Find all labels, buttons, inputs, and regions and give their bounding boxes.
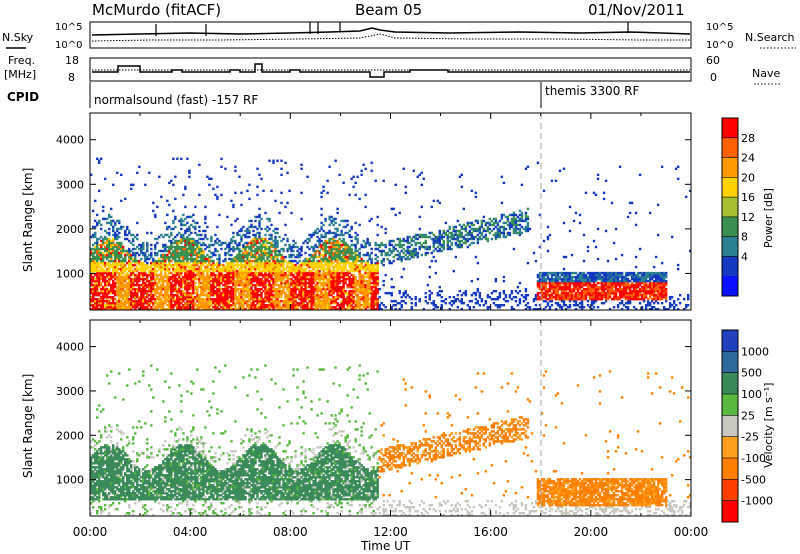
velocity-colorbar: 1000 500 100 25 -25 -100 -500 -1000 bbox=[721, 329, 773, 523]
y-tick-label: 1000 bbox=[56, 474, 84, 487]
colorbar-tick-label: -100 bbox=[741, 452, 766, 465]
nave-tick-top: 60 bbox=[706, 54, 720, 67]
colorbar-swatch bbox=[722, 458, 738, 480]
colorbar-tick-label: 1000 bbox=[741, 345, 769, 358]
velocity-panel: 1000 2000 3000 4000 bbox=[56, 319, 692, 517]
power-colorbar: 28 24 20 16 12 8 4 bbox=[721, 117, 755, 297]
time-xlabel: Time UT bbox=[360, 539, 411, 553]
x-tick-label: 08:00 bbox=[273, 525, 308, 539]
colorbar-tick-label: -500 bbox=[741, 473, 766, 486]
nsearch-tick-top: 10^5 bbox=[706, 22, 733, 33]
nsky-panel: N.Sky 10^5 10^0 10^5 10^0 N.Search bbox=[2, 21, 796, 51]
colorbar-tick-label: 25 bbox=[741, 409, 755, 422]
cpid-panel: CPID normalsound (fast) -157 RF themis 3… bbox=[7, 82, 639, 108]
cpid-label: CPID bbox=[7, 90, 39, 104]
x-tick-label: 16:00 bbox=[473, 525, 508, 539]
nave-tick-bottom: 0 bbox=[710, 71, 717, 84]
y-tick-label: 3000 bbox=[56, 385, 84, 398]
date-title: 01/Nov/2011 bbox=[588, 1, 685, 19]
power-ylabel: Slant Range [km] bbox=[21, 168, 35, 272]
freq-tick-bottom: 8 bbox=[68, 71, 75, 84]
x-tick-label: 04:00 bbox=[173, 525, 208, 539]
nsearch-label: N.Search bbox=[745, 31, 795, 44]
x-tick-label: 20:00 bbox=[574, 525, 609, 539]
x-tick-label: 00:00 bbox=[674, 525, 709, 539]
y-tick-label: 2000 bbox=[56, 429, 84, 442]
colorbar-swatch bbox=[722, 415, 738, 438]
nsky-tick-bottom: 10^0 bbox=[55, 40, 82, 51]
power-panel: 1000 2000 3000 4000 bbox=[56, 112, 692, 311]
freq-tick-top: 18 bbox=[65, 54, 79, 67]
colorbar-swatch bbox=[722, 372, 738, 395]
colorbar-tick-label: 20 bbox=[741, 171, 755, 184]
y-tick-label: 1000 bbox=[56, 267, 84, 280]
freq-trace bbox=[92, 63, 690, 78]
colorbar-tick-label: -1000 bbox=[741, 495, 773, 508]
colorbar-swatch bbox=[722, 256, 738, 277]
x-tick-label: 00:00 bbox=[73, 525, 108, 539]
colorbar-swatch bbox=[722, 479, 738, 502]
colorbar-tick-label: -25 bbox=[741, 431, 759, 444]
colorbar-tick-label: 24 bbox=[741, 152, 755, 165]
colorbar-swatch bbox=[722, 157, 738, 178]
colorbar-tick-label: 8 bbox=[741, 231, 748, 244]
colorbar-tick-label: 28 bbox=[741, 132, 755, 145]
colorbar-swatch bbox=[722, 177, 738, 198]
colorbar-swatch bbox=[722, 436, 738, 459]
colorbar-swatch bbox=[722, 216, 738, 238]
nsky-trace bbox=[91, 27, 691, 36]
freq-label-2: [MHz] bbox=[4, 68, 36, 81]
freq-panel: Freq. [MHz] 18 8 60 0 Nave bbox=[4, 54, 782, 85]
nave-label: Nave bbox=[752, 67, 780, 80]
colorbar-tick-label: 12 bbox=[741, 211, 755, 224]
nsearch-trace bbox=[91, 33, 690, 42]
colorbar-tick-label: 500 bbox=[741, 367, 762, 380]
colorbar-swatch bbox=[722, 118, 738, 139]
colorbar-tick-label: 16 bbox=[741, 191, 755, 204]
nsearch-tick-bottom: 10^0 bbox=[706, 40, 733, 51]
colorbar-swatch bbox=[722, 500, 738, 523]
cpid-mode-themis: themis 3300 RF bbox=[545, 84, 639, 98]
power-colorbar-label: Power [dB] bbox=[762, 188, 775, 248]
y-tick-label: 4000 bbox=[56, 134, 84, 147]
colorbar-swatch bbox=[722, 197, 738, 218]
colorbar-swatch bbox=[722, 330, 738, 352]
colorbar-tick-label: 4 bbox=[741, 250, 748, 263]
colorbar-swatch bbox=[722, 394, 738, 416]
freq-label-1: Freq. bbox=[8, 54, 35, 67]
y-tick-label: 4000 bbox=[56, 341, 84, 354]
colorbar-swatch bbox=[722, 137, 738, 159]
velocity-colorbar-label: Velocity [m s⁻¹] bbox=[762, 383, 775, 468]
y-tick-label: 2000 bbox=[56, 223, 84, 236]
colorbar-swatch bbox=[722, 236, 738, 257]
colorbar-swatch bbox=[722, 276, 738, 297]
station-title: McMurdo (fitACF) bbox=[92, 1, 221, 19]
nsky-tick-top: 10^5 bbox=[55, 22, 82, 33]
colorbar-tick-label: 100 bbox=[741, 388, 762, 401]
y-tick-label: 3000 bbox=[56, 178, 84, 191]
beam-title: Beam 05 bbox=[355, 1, 422, 19]
colorbar-swatch bbox=[722, 351, 738, 374]
nsky-label: N.Sky bbox=[2, 31, 34, 44]
cpid-mode-normalsound: normalsound (fast) -157 RF bbox=[94, 93, 258, 107]
velocity-ylabel: Slant Range [km] bbox=[21, 374, 35, 478]
x-tick-label: 12:00 bbox=[373, 525, 408, 539]
